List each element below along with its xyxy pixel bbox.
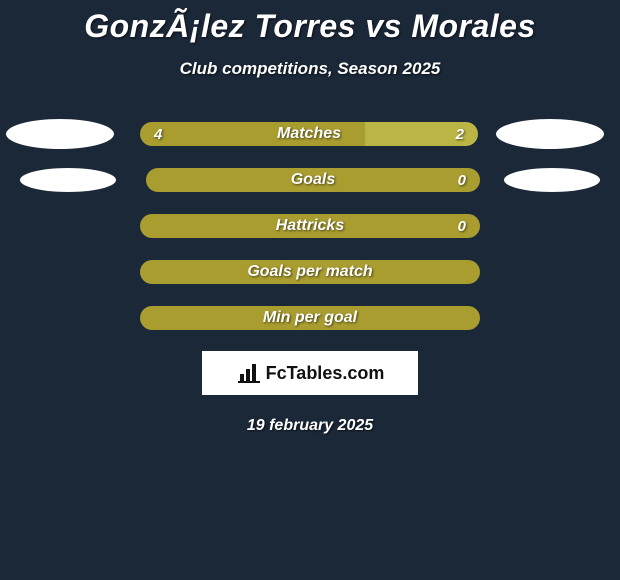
stats-container: 42Matches0Goals0HattricksGoals per match…: [0, 121, 620, 331]
page-title: GonzÃ¡lez Torres vs Morales: [0, 0, 620, 45]
left-bar: [140, 306, 480, 330]
left-bar: [140, 214, 480, 238]
logo-box: FcTables.com: [202, 351, 418, 395]
left-oval: [20, 168, 116, 192]
bar-chart-icon: [236, 362, 262, 384]
stat-pill: Min per goal: [140, 306, 480, 330]
date-label: 19 february 2025: [0, 417, 620, 435]
stat-pill: 42Matches: [140, 122, 478, 146]
stat-pill: 0Hattricks: [140, 214, 480, 238]
left-oval: [6, 119, 114, 149]
right-oval: [504, 168, 600, 192]
stat-value-right: 0: [458, 172, 466, 189]
left-bar: [140, 260, 480, 284]
left-bar: [146, 168, 480, 192]
stat-value-right: 2: [456, 126, 464, 143]
subtitle: Club competitions, Season 2025: [0, 59, 620, 79]
stat-row: Goals per match: [0, 259, 620, 285]
stat-value-right: 0: [458, 218, 466, 235]
stat-value-left: 4: [154, 126, 162, 143]
stat-row: 42Matches: [0, 121, 620, 147]
stat-pill: Goals per match: [140, 260, 480, 284]
stat-row: Min per goal: [0, 305, 620, 331]
left-bar: [140, 122, 365, 146]
stat-pill: 0Goals: [146, 168, 480, 192]
stat-row: 0Goals: [0, 167, 620, 193]
stat-row: 0Hattricks: [0, 213, 620, 239]
right-oval: [496, 119, 604, 149]
logo-text: FcTables.com: [266, 363, 385, 384]
